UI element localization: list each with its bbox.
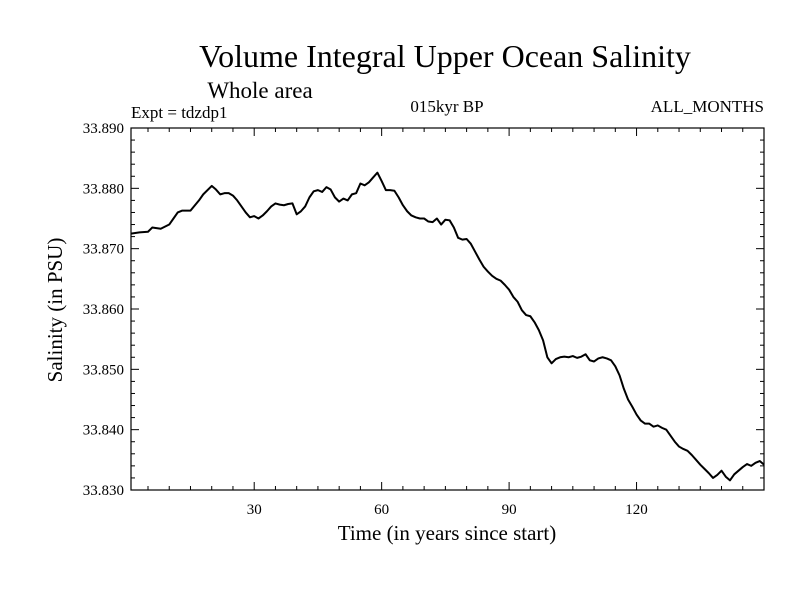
x-axis-label: Time (in years since start) [338, 521, 557, 545]
x-tick-label: 120 [625, 502, 648, 518]
axis-ticks [131, 127, 764, 491]
chart-subtitle: Whole area [207, 78, 312, 103]
plot-frame [130, 127, 765, 491]
y-tick-label: 33.860 [83, 302, 124, 318]
y-tick-label: 33.840 [83, 423, 124, 439]
y-tick-label: 33.870 [83, 242, 124, 258]
chart-title: Volume Integral Upper Ocean Salinity [199, 38, 691, 74]
months-label: ALL_MONTHS [651, 97, 764, 116]
x-tick-label: 30 [247, 502, 262, 518]
axis-tick-labels: 30 60 90 120 33.830 33.840 33.850 33.860 33.870 3… [83, 121, 648, 518]
period-label: 015kyr BP [410, 97, 483, 116]
y-tick-label: 33.890 [83, 121, 124, 137]
x-tick-label: 90 [502, 502, 517, 518]
experiment-label: Expt = tdzdp1 [131, 103, 227, 122]
y-tick-label: 33.850 [83, 362, 124, 378]
x-tick-label: 60 [374, 502, 389, 518]
y-axis-label: Salinity (in PSU) [43, 238, 67, 383]
salinity-series-line [130, 171, 765, 482]
y-tick-label: 33.880 [83, 181, 124, 197]
y-tick-label: 33.830 [83, 483, 124, 499]
